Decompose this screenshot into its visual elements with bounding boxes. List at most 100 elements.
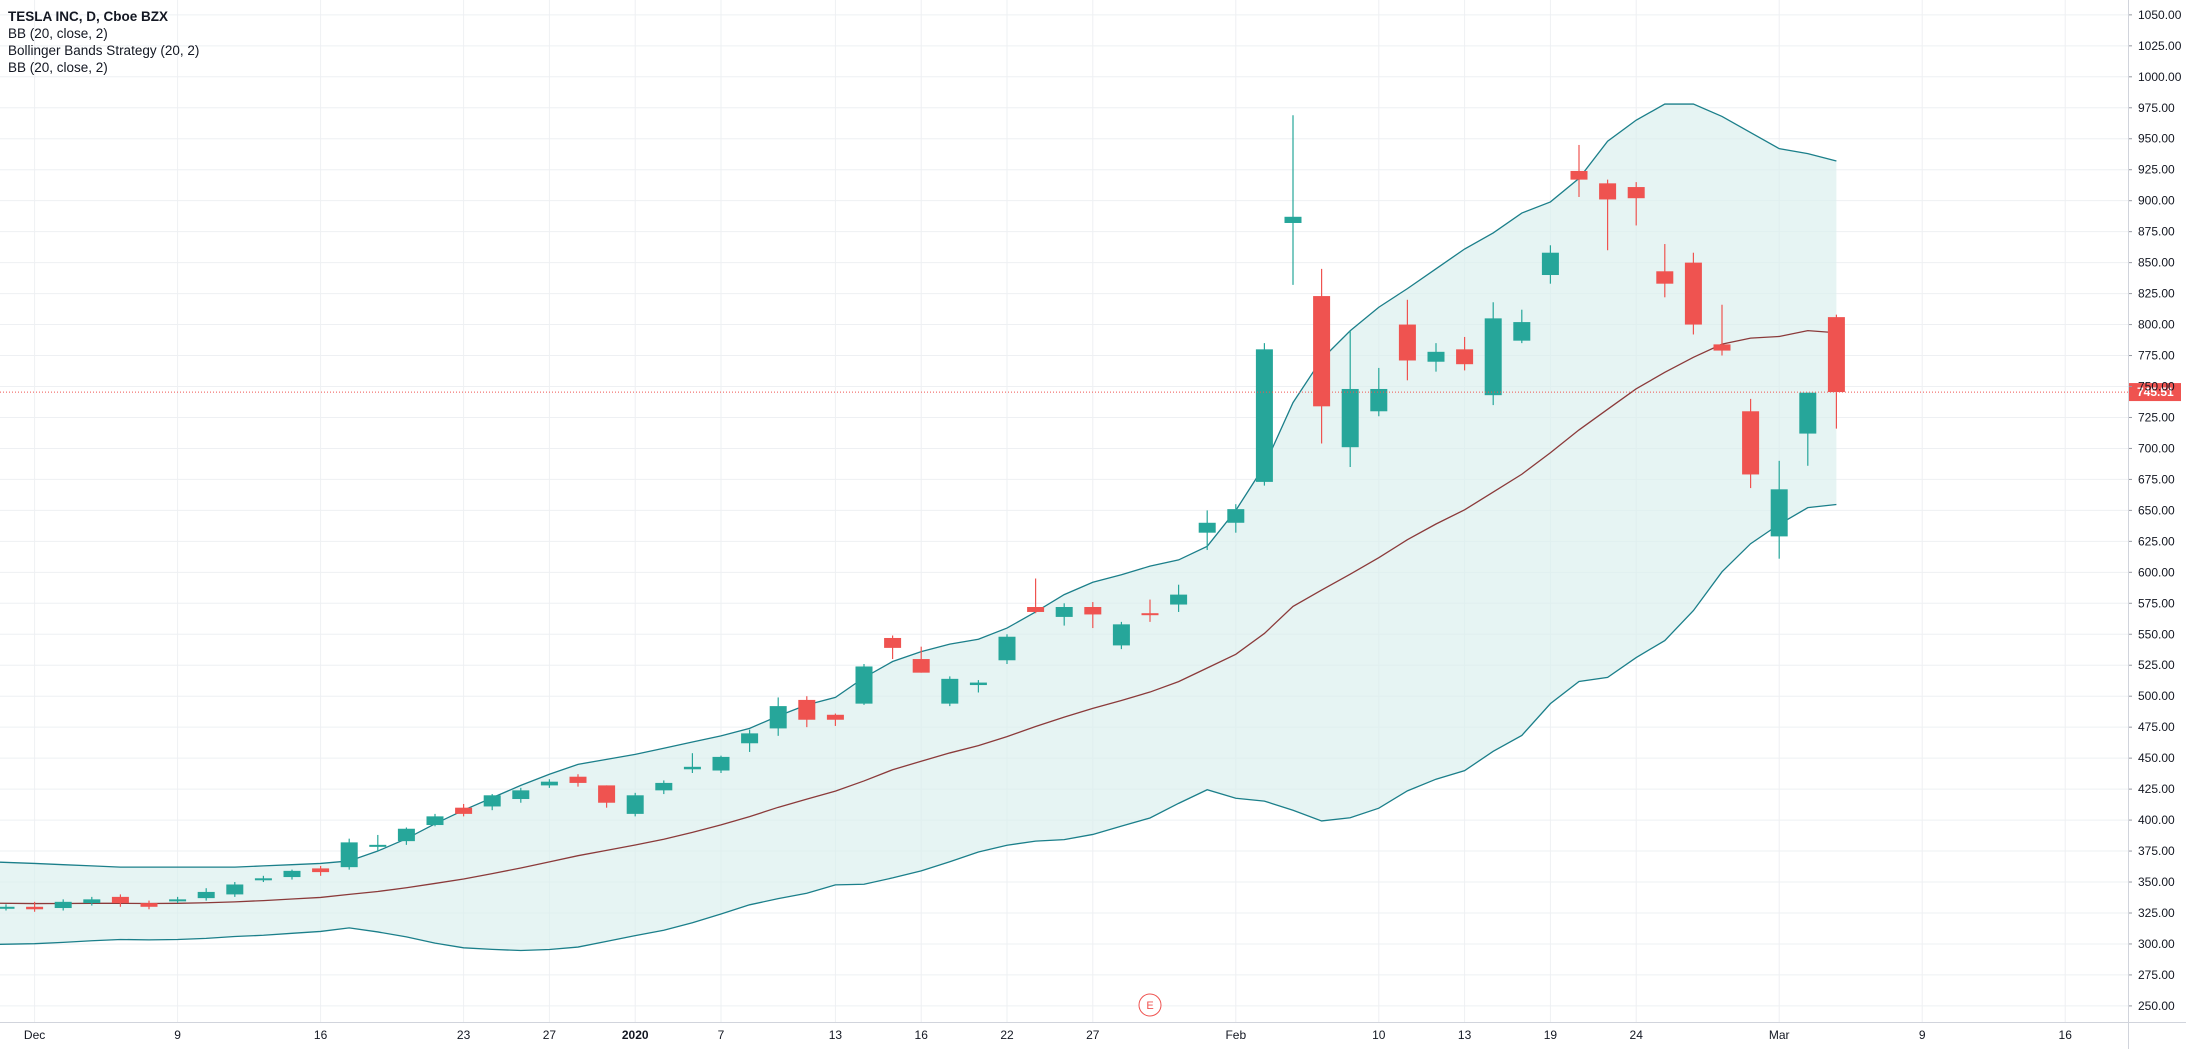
- candle[interactable]: [941, 676, 959, 707]
- candle[interactable]: [998, 634, 1016, 664]
- candle[interactable]: [912, 646, 930, 673]
- indicator-label-bb-strategy[interactable]: Bollinger Bands Strategy (20, 2): [8, 43, 200, 58]
- candle[interactable]: [111, 894, 129, 907]
- candle[interactable]: [283, 869, 301, 880]
- candle[interactable]: [197, 888, 215, 901]
- candle[interactable]: [1484, 302, 1502, 406]
- y-tick-label: 900.00: [2138, 194, 2175, 208]
- candle[interactable]: [1084, 602, 1102, 629]
- candle[interactable]: [0, 904, 15, 911]
- candle[interactable]: [169, 896, 187, 904]
- candle[interactable]: [1713, 304, 1731, 356]
- earnings-marker-icon[interactable]: [1138, 993, 1162, 1017]
- candle[interactable]: [397, 827, 415, 845]
- y-tick-label: 475.00: [2138, 720, 2175, 734]
- candle[interactable]: [1570, 144, 1588, 197]
- candle[interactable]: [1599, 179, 1617, 251]
- candle-body: [741, 733, 759, 744]
- candle[interactable]: [1112, 621, 1130, 650]
- candle[interactable]: [626, 792, 644, 817]
- candle-body: [969, 682, 987, 686]
- candle[interactable]: [1198, 510, 1216, 551]
- candle[interactable]: [1170, 584, 1188, 612]
- candle[interactable]: [969, 680, 987, 693]
- y-tick-label: 450.00: [2138, 751, 2175, 765]
- candle-body: [683, 766, 701, 770]
- candle-body: [197, 891, 215, 899]
- candle[interactable]: [1513, 309, 1531, 344]
- candle[interactable]: [826, 713, 844, 726]
- candle[interactable]: [1770, 460, 1788, 559]
- candle[interactable]: [1370, 367, 1388, 417]
- candle-body: [912, 659, 930, 673]
- indicator-label-bb-2[interactable]: BB (20, close, 2): [8, 60, 108, 75]
- candle[interactable]: [1141, 599, 1159, 622]
- candle-body: [1227, 509, 1245, 523]
- band-fill: [0, 104, 1837, 951]
- candle[interactable]: [1627, 182, 1645, 226]
- last-price-badge: [2129, 383, 2181, 402]
- y-tick-label: 825.00: [2138, 287, 2175, 301]
- x-tick-label: 13: [829, 1028, 843, 1042]
- candle[interactable]: [1227, 504, 1245, 533]
- candle-body: [1827, 317, 1845, 393]
- lower-band-line: [0, 503, 1837, 952]
- candle[interactable]: [483, 794, 501, 811]
- candle-body: [1341, 388, 1359, 448]
- candle[interactable]: [884, 635, 902, 660]
- candle[interactable]: [426, 813, 444, 827]
- candle[interactable]: [54, 899, 72, 911]
- y-tick-label: 650.00: [2138, 503, 2175, 517]
- time-axis[interactable]: Dec 9 16 23 27 2020 7 13 16 22 27 Feb 10 13 19 24 Mar 9 16: [0, 1022, 2186, 1043]
- candle[interactable]: [1255, 343, 1273, 486]
- candle[interactable]: [369, 834, 387, 852]
- candle[interactable]: [1055, 603, 1073, 626]
- candle-body: [826, 714, 844, 720]
- candle-body: [1456, 349, 1474, 365]
- candle[interactable]: [1684, 252, 1702, 335]
- candle[interactable]: [569, 774, 587, 787]
- x-tick-label: 9: [1919, 1028, 1926, 1042]
- candle[interactable]: [26, 901, 44, 912]
- candle[interactable]: [1656, 244, 1674, 298]
- candle[interactable]: [1742, 398, 1760, 489]
- candle[interactable]: [855, 663, 873, 705]
- candle[interactable]: [1313, 268, 1331, 444]
- candle[interactable]: [1456, 336, 1474, 371]
- candle[interactable]: [1827, 314, 1845, 429]
- candle-body: [540, 781, 558, 786]
- candle[interactable]: [1427, 343, 1445, 372]
- candle[interactable]: [741, 729, 759, 752]
- y-tick-label: 975.00: [2138, 101, 2175, 115]
- candle[interactable]: [1541, 245, 1559, 284]
- candle[interactable]: [540, 779, 558, 788]
- candle[interactable]: [254, 875, 272, 883]
- candle-body: [1170, 594, 1188, 605]
- candle[interactable]: [340, 838, 358, 870]
- candle[interactable]: [769, 697, 787, 736]
- candle[interactable]: [1027, 578, 1045, 614]
- indicator-label-bb-1[interactable]: BB (20, close, 2): [8, 26, 108, 41]
- candle[interactable]: [1398, 299, 1416, 381]
- y-tick-label: 1050.00: [2138, 8, 2182, 22]
- candle[interactable]: [455, 803, 473, 817]
- candle[interactable]: [512, 787, 530, 803]
- candle-body: [340, 842, 358, 868]
- candle[interactable]: [798, 696, 816, 728]
- candle[interactable]: [83, 896, 101, 906]
- candle[interactable]: [226, 882, 244, 897]
- candle-body: [1255, 349, 1273, 482]
- candle[interactable]: [140, 900, 158, 910]
- symbol-title[interactable]: TESLA INC, D, Cboe BZX: [8, 9, 169, 24]
- candle[interactable]: [1341, 330, 1359, 468]
- candle[interactable]: [712, 755, 730, 774]
- candle[interactable]: [1799, 392, 1817, 466]
- candle[interactable]: [683, 753, 701, 774]
- candle[interactable]: [598, 785, 616, 808]
- candle[interactable]: [655, 780, 673, 795]
- price-axis[interactable]: 250.00 275.00 300.00 325.00 350.00 375.00 400.…: [2128, 0, 2182, 1049]
- candle[interactable]: [312, 865, 330, 876]
- candle[interactable]: [1284, 115, 1302, 285]
